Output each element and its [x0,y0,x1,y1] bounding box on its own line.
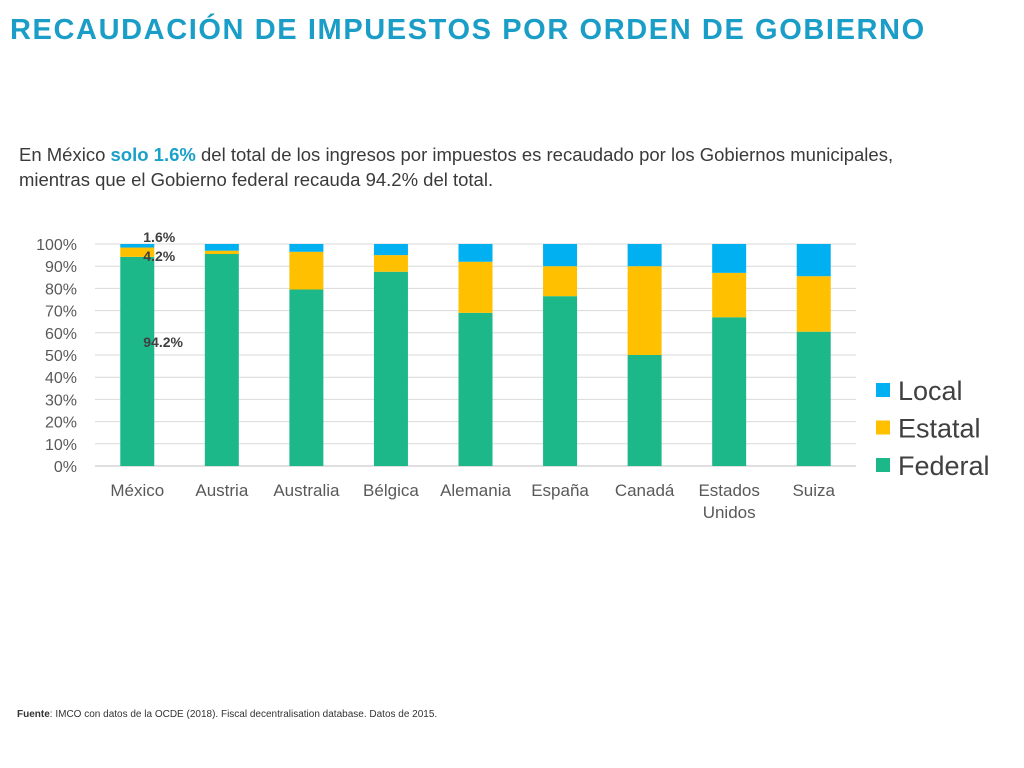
bar-estatal-mexico [120,247,155,257]
x-tick-label: Canadá [615,481,675,500]
bar-local-espana [543,244,578,267]
y-tick-label: 0% [54,459,77,476]
bar-estatal-estados-unidos [712,272,747,318]
source-label: Fuente [17,709,50,720]
y-tick-label: 30% [45,392,77,409]
source-text: : IMCO con datos de la OCDE (2018). Fisc… [49,709,438,720]
chart-annotations: 1.6% 4.2% 94.2% [143,229,183,350]
legend-swatch-estatal [876,420,890,435]
y-tick-label: 100% [36,237,77,254]
chart-bars [120,244,831,466]
bar-local-austria [204,244,239,251]
bar-federal-suiza [796,331,831,466]
y-tick-label: 10% [45,437,77,454]
bar-federal-austria [204,253,239,466]
bar-federal-australia [289,289,324,466]
intro-text-part2: del total de los ingresos por impuestos … [19,144,894,190]
bar-local-australia [289,244,324,252]
bar-federal-belgica [373,271,408,466]
y-tick-label: 80% [45,281,77,298]
x-tick-label: Australia [273,481,340,500]
x-tick-label: Alemania [440,481,511,500]
intro-text-part1: En México [19,144,111,165]
bar-local-alemania [458,244,493,262]
x-tick-label: Bélgica [363,481,419,500]
x-tick-label: España [531,481,589,500]
bar-local-mexico [120,244,155,248]
x-tick-label: México [110,481,164,500]
source-note: Fuente: IMCO con datos de la OCDE (2018)… [17,709,437,720]
y-tick-label: 60% [45,326,77,343]
intro-text: En México solo 1.6% del total de los ing… [19,142,939,192]
y-tick-label: 20% [45,415,77,432]
legend-label-local: Local [898,376,963,406]
x-tick-label: Suiza [792,481,835,500]
bar-estatal-alemania [458,261,493,313]
bar-local-belgica [373,244,408,256]
legend-swatch-federal [876,458,890,472]
annotation-local: 1.6% [143,229,175,245]
page-title: RECAUDACIÓN DE IMPUESTOS POR ORDEN DE GO… [10,14,926,46]
bar-federal-canada [627,355,662,466]
legend-label-estatal: Estatal [898,414,981,444]
bar-estatal-australia [289,251,324,290]
bar-estatal-suiza [796,276,831,332]
y-tick-label: 90% [45,259,77,276]
x-tick-label: Austria [195,481,248,500]
stacked-bar-chart: 0% 10% 20% 30% 40% 50% 60% 70% 80% 90% 100% México… [36,229,990,522]
y-axis: 0% 10% 20% 30% 40% 50% 60% 70% 80% 90% 100% [36,237,77,476]
intro-highlight: solo 1.6% [110,144,196,165]
bar-federal-espana [543,296,578,466]
bar-local-suiza [796,244,831,277]
legend-swatch-local [876,383,890,397]
bar-federal-alemania [458,312,493,466]
bar-estatal-canada [627,266,662,355]
bar-estatal-belgica [373,255,408,272]
legend-label-federal: Federal [898,451,990,481]
bar-estatal-austria [204,250,239,254]
y-tick-label: 50% [45,348,77,365]
y-tick-label: 70% [45,304,77,321]
chart-legend: Local Estatal Federal [876,376,990,481]
bar-local-canada [627,244,662,267]
annotation-estatal: 4.2% [143,248,175,264]
annotation-federal: 94.2% [143,334,183,350]
bar-federal-mexico [120,256,155,466]
bar-estatal-espana [543,266,578,297]
bar-federal-estados-unidos [712,317,747,466]
x-tick-label: Estados Unidos [698,481,759,522]
y-tick-label: 40% [45,370,77,387]
x-axis: México Austria Australia Bélgica Alemania Esp… [110,481,835,522]
bar-local-estados-unidos [712,244,747,273]
